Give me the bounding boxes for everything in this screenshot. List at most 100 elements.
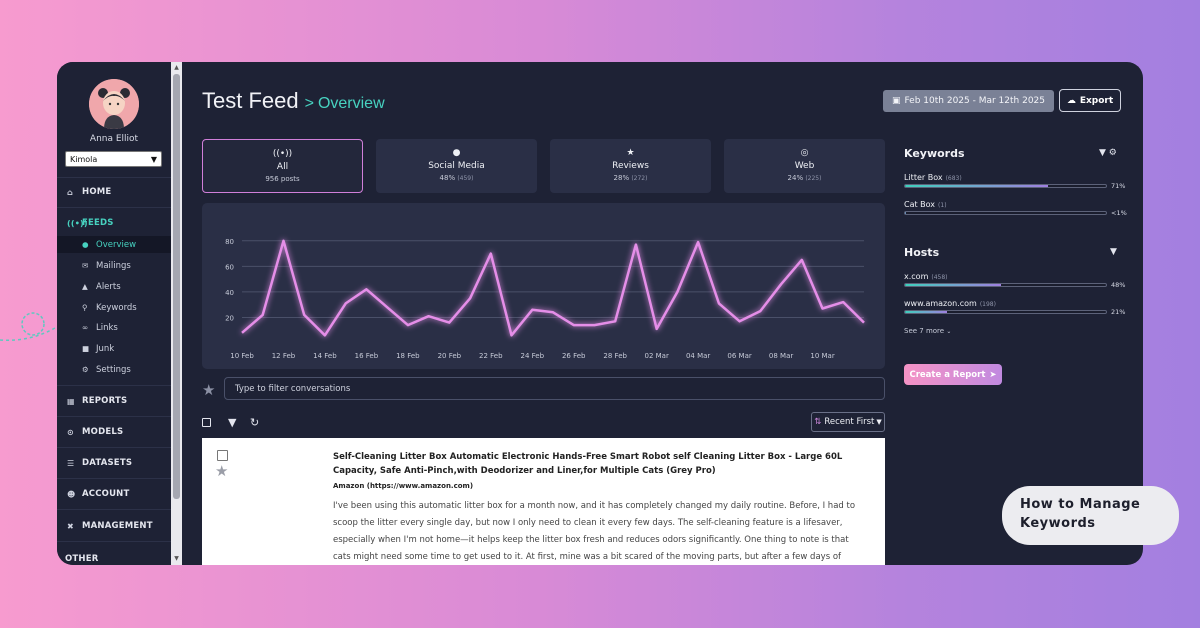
select-all-checkbox[interactable] bbox=[202, 418, 211, 427]
x-tick-label: 20 Feb bbox=[438, 352, 462, 360]
host-bar bbox=[904, 283, 1107, 287]
filter-icon[interactable]: ▼ bbox=[1110, 247, 1117, 257]
network-icon: ⊙ bbox=[67, 427, 74, 437]
nav-feeds[interactable]: ((•)) FEEDS bbox=[57, 214, 171, 232]
sidebar-item-alerts[interactable]: ▲ Alerts bbox=[57, 278, 171, 295]
host-label[interactable]: x.com (458) bbox=[904, 272, 948, 281]
sidebar-item-label: Alerts bbox=[96, 281, 121, 292]
x-tick-label: 06 Mar bbox=[727, 352, 751, 360]
x-tick-label: 16 Feb bbox=[355, 352, 379, 360]
sidebar-item-label: Junk bbox=[96, 343, 115, 354]
nav-other[interactable]: OTHER bbox=[57, 550, 171, 565]
scroll-up-arrow-icon[interactable]: ▲ bbox=[174, 64, 179, 71]
post-card[interactable]: ★ Self-Cleaning Litter Box Automatic Ele… bbox=[202, 438, 885, 565]
host-count: (458) bbox=[931, 274, 948, 281]
create-report-label: Create a Report bbox=[909, 369, 986, 380]
breadcrumb-current[interactable]: Overview bbox=[317, 95, 385, 112]
x-tick-label: 18 Feb bbox=[396, 352, 420, 360]
y-tick-label: 40 bbox=[225, 289, 234, 297]
nav-datasets[interactable]: ☰ DATASETS bbox=[57, 454, 171, 472]
category-card-web[interactable]: ◎ Web 24% (225) bbox=[724, 139, 885, 193]
keyword-percent: <1% bbox=[1111, 209, 1127, 217]
keyword-label[interactable]: Cat Box (1) bbox=[904, 200, 947, 209]
calendar-icon: ▣ bbox=[891, 96, 901, 106]
x-tick-label: 22 Feb bbox=[479, 352, 503, 360]
see-more-label: See 7 more bbox=[904, 327, 945, 335]
avatar[interactable] bbox=[89, 79, 139, 129]
sidebar-item-overview[interactable]: ● Overview bbox=[57, 236, 171, 253]
nav-datasets-label: DATASETS bbox=[82, 458, 133, 468]
host-percent: 48% bbox=[1111, 281, 1126, 289]
y-tick-label: 60 bbox=[225, 263, 234, 271]
sidebar-item-keywords[interactable]: ⚲ Keywords bbox=[57, 299, 171, 316]
key-icon: ⚲ bbox=[82, 303, 88, 312]
keyword-label[interactable]: Litter Box (683) bbox=[904, 173, 962, 182]
nav-account[interactable]: ☻ ACCOUNT bbox=[57, 485, 171, 503]
post-source[interactable]: Amazon (https://www.amazon.com) bbox=[333, 482, 474, 490]
nav-home[interactable]: ⌂ HOME bbox=[57, 183, 171, 201]
sidebar-scrollbar[interactable]: ▲ ▼ bbox=[171, 62, 182, 565]
chart-panel: 20 40 60 80 10 Feb 12 Feb 14 Feb 16 Feb 18 Feb 2… bbox=[202, 203, 885, 369]
link-icon: ∞ bbox=[82, 323, 89, 332]
host-bar-fill bbox=[905, 284, 1002, 286]
post-title[interactable]: Self-Cleaning Litter Box Automatic Elect… bbox=[333, 452, 843, 476]
keyword-bar-fill bbox=[905, 185, 1048, 187]
filter-input[interactable]: Type to filter conversations bbox=[224, 377, 885, 400]
workspace-select[interactable]: Kimola ▼ bbox=[65, 151, 162, 167]
cloud-download-icon: ☁ bbox=[1066, 95, 1076, 106]
chevron-down-icon: ⌄ bbox=[946, 328, 952, 335]
category-card-all[interactable]: ((•)) All 956 posts bbox=[202, 139, 363, 193]
category-card-social-media[interactable]: ● Social Media 48% (459) bbox=[376, 139, 537, 193]
sidebar-item-label: Keywords bbox=[96, 302, 137, 313]
gear-icon[interactable]: ⚙ bbox=[1108, 148, 1117, 158]
sidebar-item-links[interactable]: ∞ Links bbox=[57, 319, 171, 336]
x-tick-label: 12 Feb bbox=[272, 352, 296, 360]
date-range-button[interactable]: ▣ Feb 10th 2025 - Mar 12th 2025 bbox=[883, 90, 1054, 112]
export-button[interactable]: ☁ Export bbox=[1059, 89, 1121, 112]
x-tick-label: 26 Feb bbox=[562, 352, 586, 360]
category-label: Social Media bbox=[428, 161, 485, 171]
layers-icon: ☰ bbox=[67, 458, 75, 468]
scroll-thumb[interactable] bbox=[173, 74, 180, 499]
category-meta: 48% bbox=[439, 174, 456, 182]
caret-down-icon: ▼ bbox=[876, 418, 882, 426]
filter-icon[interactable]: ▼ bbox=[228, 416, 237, 429]
sidebar-item-mailings[interactable]: ✉ Mailings bbox=[57, 257, 171, 274]
nav-other-label: OTHER bbox=[65, 554, 99, 564]
sidebar-item-junk[interactable]: ■ Junk bbox=[57, 340, 171, 357]
callout-line-1: How to Manage bbox=[1020, 497, 1141, 512]
keyword-percent: 71% bbox=[1111, 182, 1126, 190]
feed-title: Test Feed bbox=[202, 88, 299, 113]
user-gear-icon: ☻ bbox=[67, 489, 76, 499]
host-label[interactable]: www.amazon.com (198) bbox=[904, 299, 996, 308]
host-count: (198) bbox=[979, 301, 996, 308]
nav-models[interactable]: ⊙ MODELS bbox=[57, 423, 171, 441]
create-report-button[interactable]: Create a Report ➤ bbox=[904, 364, 1002, 385]
divider bbox=[57, 541, 171, 542]
category-label: Reviews bbox=[612, 161, 649, 171]
refresh-icon[interactable]: ↻ bbox=[250, 416, 260, 429]
star-icon[interactable]: ★ bbox=[202, 381, 216, 399]
keyword-name: Cat Box bbox=[904, 200, 936, 209]
post-checkbox[interactable] bbox=[217, 450, 228, 461]
keyword-bar-fill bbox=[905, 212, 906, 214]
star-icon[interactable]: ★ bbox=[215, 462, 229, 480]
chevron-down-icon: ▼ bbox=[150, 154, 157, 164]
sort-label: Recent First bbox=[824, 417, 875, 427]
divider bbox=[57, 447, 171, 448]
bell-icon: ▲ bbox=[82, 282, 88, 291]
breadcrumb-separator: > bbox=[304, 95, 314, 112]
see-more-link[interactable]: See 7 more ⌄ bbox=[904, 327, 951, 335]
sort-dropdown[interactable]: ⇅ Recent First ▼ bbox=[811, 412, 885, 432]
sidebar-item-settings[interactable]: ⚙ Settings bbox=[57, 361, 171, 378]
y-tick-label: 80 bbox=[225, 238, 234, 246]
category-count: (459) bbox=[457, 175, 474, 182]
nav-reports[interactable]: ▦ REPORTS bbox=[57, 392, 171, 410]
category-card-reviews[interactable]: ★ Reviews 28% (272) bbox=[550, 139, 711, 193]
filter-icon[interactable]: ▼ bbox=[1099, 148, 1106, 158]
nav-management[interactable]: ✖ MANAGEMENT bbox=[57, 517, 171, 535]
scroll-down-arrow-icon[interactable]: ▼ bbox=[174, 555, 179, 562]
keyword-count: (683) bbox=[945, 175, 962, 182]
divider bbox=[57, 478, 171, 479]
host-name: x.com bbox=[904, 272, 929, 281]
